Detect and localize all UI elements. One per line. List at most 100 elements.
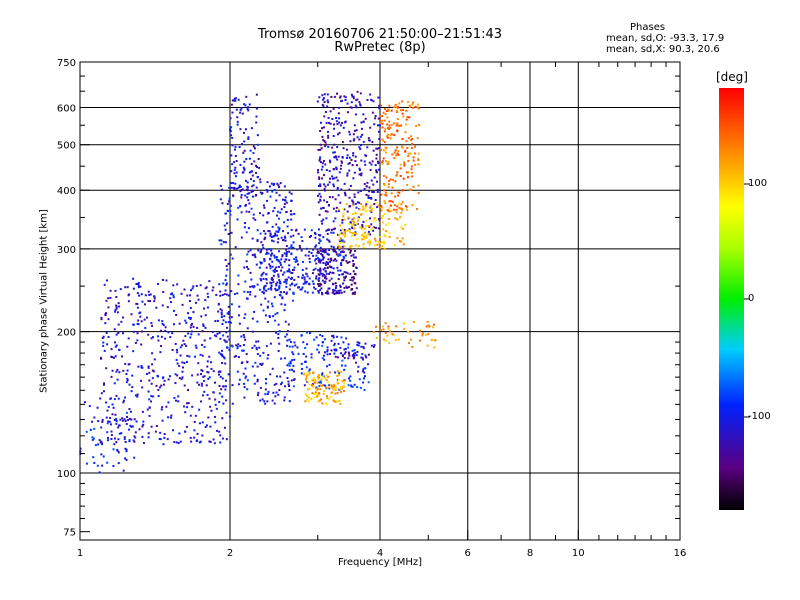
data-point: [346, 261, 349, 264]
data-point: [290, 199, 293, 202]
data-point: [189, 336, 192, 339]
data-point: [236, 218, 239, 221]
data-point: [348, 169, 351, 172]
data-point: [317, 400, 320, 403]
data-point: [132, 350, 135, 353]
data-point: [370, 210, 373, 213]
data-point: [332, 220, 335, 223]
data-point: [278, 287, 281, 290]
data-point: [385, 224, 388, 227]
data-point: [292, 291, 295, 294]
data-point: [316, 100, 319, 103]
data-point: [217, 302, 220, 305]
data-point: [350, 235, 353, 238]
stats-x-mode: mean, sd,X: 90.3, 20.6: [606, 44, 720, 55]
data-point: [227, 313, 230, 316]
data-point: [335, 206, 338, 209]
x-tick-label: 1: [77, 548, 83, 559]
data-point: [229, 253, 232, 256]
data-point: [319, 333, 322, 336]
data-point: [322, 392, 325, 395]
data-point: [381, 119, 384, 122]
data-point: [206, 306, 209, 309]
data-point: [326, 105, 329, 108]
data-point: [125, 381, 128, 384]
data-point: [245, 188, 248, 191]
data-point: [352, 154, 355, 157]
data-point: [124, 286, 127, 289]
y-tick-label: 75: [63, 528, 76, 539]
data-point: [155, 384, 158, 387]
data-point: [332, 385, 335, 388]
data-point: [362, 345, 365, 348]
data-point: [107, 436, 110, 439]
data-point: [116, 449, 119, 452]
data-point: [253, 285, 256, 288]
data-point: [370, 163, 373, 166]
data-point: [267, 390, 270, 393]
data-point: [346, 102, 349, 105]
data-point: [152, 395, 155, 398]
data-point: [391, 333, 394, 336]
data-point: [390, 210, 393, 213]
data-point: [336, 370, 339, 373]
data-point: [204, 426, 207, 429]
data-point: [283, 260, 286, 263]
data-point: [88, 405, 91, 408]
data-point: [113, 382, 116, 385]
data-point: [116, 368, 119, 371]
data-point: [338, 117, 341, 120]
data-point: [278, 280, 281, 283]
data-point: [339, 346, 342, 349]
data-point: [244, 280, 247, 283]
data-point: [98, 439, 101, 442]
data-point: [297, 352, 300, 355]
data-point: [255, 263, 258, 266]
data-point: [271, 225, 274, 228]
data-point: [376, 147, 379, 150]
data-point: [402, 227, 405, 230]
data-point: [308, 368, 311, 371]
data-point: [317, 250, 320, 253]
data-point: [376, 160, 379, 163]
data-point: [336, 356, 339, 359]
data-point: [107, 336, 110, 339]
data-point: [140, 293, 143, 296]
data-point: [314, 233, 317, 236]
data-point: [268, 185, 271, 188]
data-point: [313, 381, 316, 384]
data-point: [224, 228, 227, 231]
data-point: [320, 287, 323, 290]
data-point: [117, 302, 120, 305]
data-point: [353, 193, 356, 196]
data-point: [244, 194, 247, 197]
data-point: [292, 364, 295, 367]
data-point: [334, 258, 337, 261]
data-point: [360, 172, 363, 175]
data-point: [327, 381, 330, 384]
data-point: [332, 388, 335, 391]
data-point: [272, 315, 275, 318]
data-point: [234, 166, 237, 169]
data-point: [361, 370, 364, 373]
data-point: [349, 231, 352, 234]
data-point: [190, 324, 193, 327]
data-point: [250, 178, 253, 181]
data-point: [354, 361, 357, 364]
data-point: [326, 349, 329, 352]
data-point: [185, 321, 188, 324]
data-point: [115, 344, 118, 347]
data-point: [281, 254, 284, 257]
data-point: [92, 437, 95, 440]
data-point: [355, 106, 358, 109]
data-point: [278, 194, 281, 197]
data-point: [259, 386, 262, 389]
data-point: [214, 381, 217, 384]
data-point: [259, 178, 262, 181]
data-point: [186, 406, 189, 409]
data-point: [343, 276, 346, 279]
data-point: [269, 286, 272, 289]
data-point: [272, 274, 275, 277]
data-point: [374, 226, 377, 229]
data-point: [286, 339, 289, 342]
